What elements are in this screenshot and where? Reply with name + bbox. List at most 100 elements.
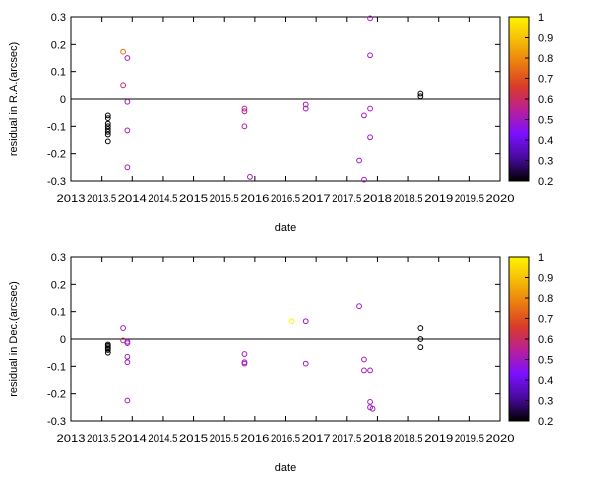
colorbar-tick-label: 0.5 xyxy=(538,355,553,367)
data-point xyxy=(302,101,309,108)
x-tick-label: 2016 xyxy=(240,193,269,205)
data-point xyxy=(104,120,111,127)
data-point xyxy=(124,164,131,171)
y-axis-label: residual in R.A.(arcsec) xyxy=(8,42,20,156)
colorbar-tick-label: 0.6 xyxy=(538,94,553,106)
x-tick-label: 2016.5 xyxy=(271,193,300,205)
data-point xyxy=(104,115,111,122)
data-point xyxy=(367,15,373,22)
data-point xyxy=(241,351,248,357)
data-point xyxy=(104,112,111,119)
x-axis-label: date xyxy=(275,462,296,474)
x-tick-label: 2013 xyxy=(57,193,86,205)
data-point xyxy=(124,55,131,61)
x-tick-label: 2013 xyxy=(57,433,86,445)
data-point xyxy=(417,93,424,100)
x-tick-label: 2014 xyxy=(118,193,147,205)
data-point xyxy=(417,325,424,331)
data-point xyxy=(120,82,126,89)
data-point xyxy=(241,360,248,367)
data-point xyxy=(367,52,373,59)
x-tick-label: 2017 xyxy=(302,193,331,205)
x-tick-label: 2018 xyxy=(363,433,392,445)
data-point xyxy=(302,318,309,325)
x-tick-label: 2017.5 xyxy=(332,433,361,445)
colorbar-tick-label: 1 xyxy=(538,12,544,24)
x-tick-label: 2018.5 xyxy=(394,193,423,205)
data-point xyxy=(124,359,131,366)
x-tick-label: 2015 xyxy=(179,193,208,205)
x-tick-label: 2018.5 xyxy=(394,433,423,445)
x-tick-label: 2013.5 xyxy=(87,433,116,445)
colorbar-tick-label: 0.3 xyxy=(538,156,553,168)
x-tick-label: 2014.5 xyxy=(148,433,177,445)
colorbar-tick-label: 0.9 xyxy=(538,273,553,285)
data-point xyxy=(104,131,111,138)
y-tick-label: 0.2 xyxy=(51,39,66,51)
data-point xyxy=(367,134,373,141)
y-tick-label: -0.1 xyxy=(47,121,66,133)
colorbar-tick-label: 0.7 xyxy=(538,74,553,86)
colorbar-tick-label: 0.2 xyxy=(538,176,553,188)
colorbar-tick-label: 0.6 xyxy=(538,334,553,346)
x-tick-label: 2015 xyxy=(179,433,208,445)
x-tick-label: 2019 xyxy=(424,433,453,445)
data-point xyxy=(104,128,111,135)
data-point xyxy=(356,157,362,164)
y-tick-label: 0.1 xyxy=(51,67,66,79)
data-point xyxy=(361,176,367,183)
x-tick-label: 2016 xyxy=(240,433,269,445)
y-tick-label: 0.2 xyxy=(51,279,66,291)
colorbar-tick-label: 0.7 xyxy=(538,314,553,326)
data-point xyxy=(120,325,126,331)
x-tick-label: 2017.5 xyxy=(332,193,361,205)
data-point xyxy=(241,108,248,115)
colorbar-tick-label: 0.8 xyxy=(538,53,553,65)
y-tick-label: 0 xyxy=(60,94,66,106)
data-point xyxy=(302,360,309,367)
data-point xyxy=(104,126,111,132)
data-point xyxy=(124,340,131,347)
colorbar-tick-label: 0.2 xyxy=(538,416,553,428)
data-point xyxy=(367,398,373,405)
data-point xyxy=(120,48,126,55)
y-tick-label: 0.1 xyxy=(51,307,66,319)
x-tick-label: 2016.5 xyxy=(271,433,300,445)
colorbar-tick-label: 0.5 xyxy=(538,115,553,127)
data-point xyxy=(361,356,367,363)
x-tick-label: 2015.5 xyxy=(210,433,239,445)
data-point xyxy=(417,90,424,97)
x-tick-label: 2019.5 xyxy=(455,433,484,445)
x-tick-label: 2019.5 xyxy=(455,193,484,205)
y-tick-label: -0.3 xyxy=(47,176,66,188)
data-point xyxy=(241,123,248,130)
colorbar-tick-label: 1 xyxy=(538,252,544,264)
x-tick-label: 2020 xyxy=(486,433,515,445)
y-tick-label: -0.3 xyxy=(47,416,66,428)
data-point xyxy=(361,367,367,374)
y-axis-label: residual in Dec.(arcsec) xyxy=(8,281,20,397)
data-point xyxy=(104,349,111,356)
colorbar-tick-label: 0.8 xyxy=(538,293,553,305)
y-tick-label: 0 xyxy=(60,334,66,346)
y-tick-label: -0.2 xyxy=(47,389,66,401)
data-point xyxy=(104,138,111,145)
data-point xyxy=(369,405,376,412)
x-axis-label: date xyxy=(275,222,296,234)
x-tick-label: 2015.5 xyxy=(210,193,239,205)
data-point xyxy=(124,127,131,134)
x-tick-label: 2013.5 xyxy=(87,193,116,205)
colorbar-tick-label: 0.9 xyxy=(538,33,553,45)
data-point xyxy=(104,123,111,130)
y-tick-label: 0.3 xyxy=(51,12,66,24)
data-point xyxy=(247,174,253,180)
data-point xyxy=(124,397,131,404)
y-tick-label: -0.2 xyxy=(47,149,66,161)
colorbar-tick-label: 0.3 xyxy=(538,396,553,408)
data-point xyxy=(417,336,424,342)
y-tick-label: 0.3 xyxy=(51,252,66,264)
x-tick-label: 2017 xyxy=(302,433,331,445)
dec-residual-panel: 0.3 0.2 0.1 0 -0.1 -0.2 -0.3 2013 2013.5 2014 2014… xyxy=(8,252,553,474)
x-tick-label: 2020 xyxy=(486,193,515,205)
x-tick-label: 2014.5 xyxy=(148,193,177,205)
